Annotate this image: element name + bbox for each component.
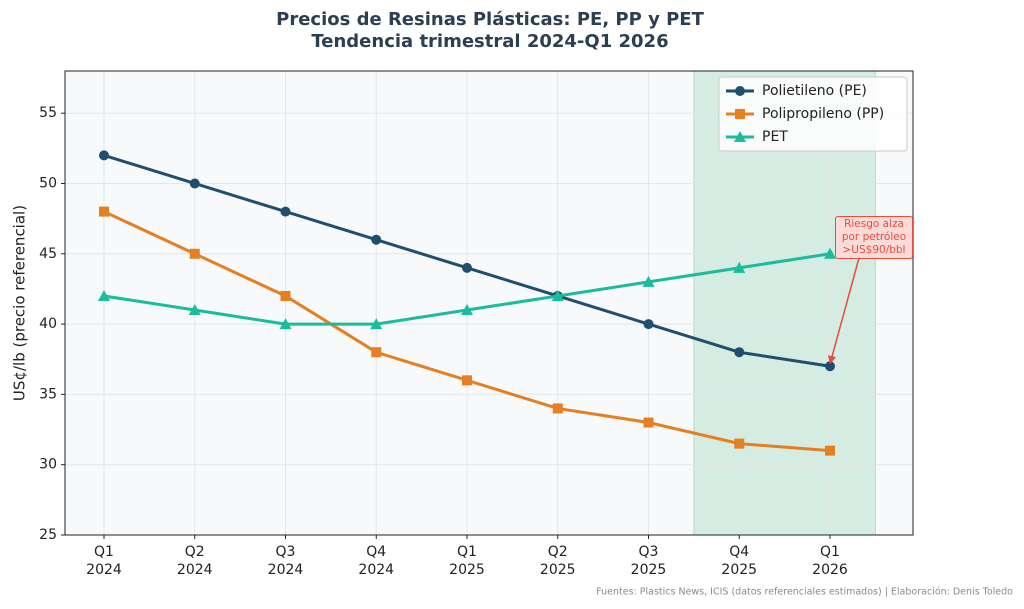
marker xyxy=(98,289,110,301)
marker xyxy=(824,247,836,259)
marker xyxy=(188,304,201,316)
marker xyxy=(99,150,109,161)
marker xyxy=(734,131,746,142)
annotation-arrowhead xyxy=(828,355,836,365)
chart-title: Precios de Resinas Plásticas: PE, PP y P… xyxy=(276,9,704,30)
marker xyxy=(735,109,745,119)
legend-label: PET xyxy=(762,129,788,145)
y-tick-label: 35 xyxy=(39,386,57,402)
marker xyxy=(279,318,292,330)
marker xyxy=(643,319,654,330)
marker xyxy=(189,178,200,189)
x-tick-label: Q3 2024 xyxy=(267,544,304,578)
x-tick-label: Q1 2026 xyxy=(812,544,848,578)
y-tick-label: 30 xyxy=(39,457,57,473)
y-tick-label: 55 xyxy=(39,105,57,121)
marker xyxy=(462,375,472,386)
marker xyxy=(280,290,291,301)
x-tick-label: Q1 2025 xyxy=(449,544,485,578)
x-tick-label: Q3 2025 xyxy=(630,544,667,578)
annotation-arrow xyxy=(830,257,860,361)
marker xyxy=(462,262,472,273)
marker xyxy=(370,318,383,330)
legend: Polietileno (PE) Polipropileno (PP) PET xyxy=(718,76,908,152)
marker xyxy=(825,445,835,456)
legend-label: Polietileno (PE) xyxy=(762,83,867,99)
y-axis-label: US¢/lb (precio referencial) xyxy=(11,205,29,401)
marker xyxy=(642,275,655,287)
chart-subtitle: Tendencia trimestral 2024-Q1 2026 xyxy=(311,31,668,52)
y-tick-label: 50 xyxy=(39,175,57,191)
marker xyxy=(461,304,473,316)
marker xyxy=(734,438,745,449)
annotation: Riesgo alza por petróleo >US$90/bbl xyxy=(835,216,913,259)
x-tick-label: Q4 2024 xyxy=(358,544,395,578)
x-tick-label: Q4 2025 xyxy=(721,544,758,578)
y-tick-label: 45 xyxy=(39,246,57,262)
marker xyxy=(735,86,745,96)
legend-label: Polipropileno (PP) xyxy=(762,106,884,122)
marker xyxy=(552,403,563,414)
marker xyxy=(99,206,109,217)
legend-box xyxy=(718,76,908,152)
y-tick-label: 40 xyxy=(39,316,57,332)
marker xyxy=(643,417,654,428)
marker xyxy=(551,289,564,301)
marker xyxy=(280,206,291,217)
marker xyxy=(733,261,746,273)
marker xyxy=(734,347,745,358)
marker xyxy=(371,234,382,245)
marker xyxy=(189,248,200,259)
x-tick-label: Q2 2025 xyxy=(539,544,576,578)
x-tick-label: Q1 2024 xyxy=(86,544,122,578)
plot-frame xyxy=(64,70,914,536)
source-note: Fuentes: Plastics News, ICIS (datos refe… xyxy=(596,587,1013,598)
x-tick-label: Q2 2024 xyxy=(176,544,213,578)
marker xyxy=(371,347,382,358)
y-tick-label: 25 xyxy=(39,527,57,543)
marker xyxy=(825,361,835,372)
